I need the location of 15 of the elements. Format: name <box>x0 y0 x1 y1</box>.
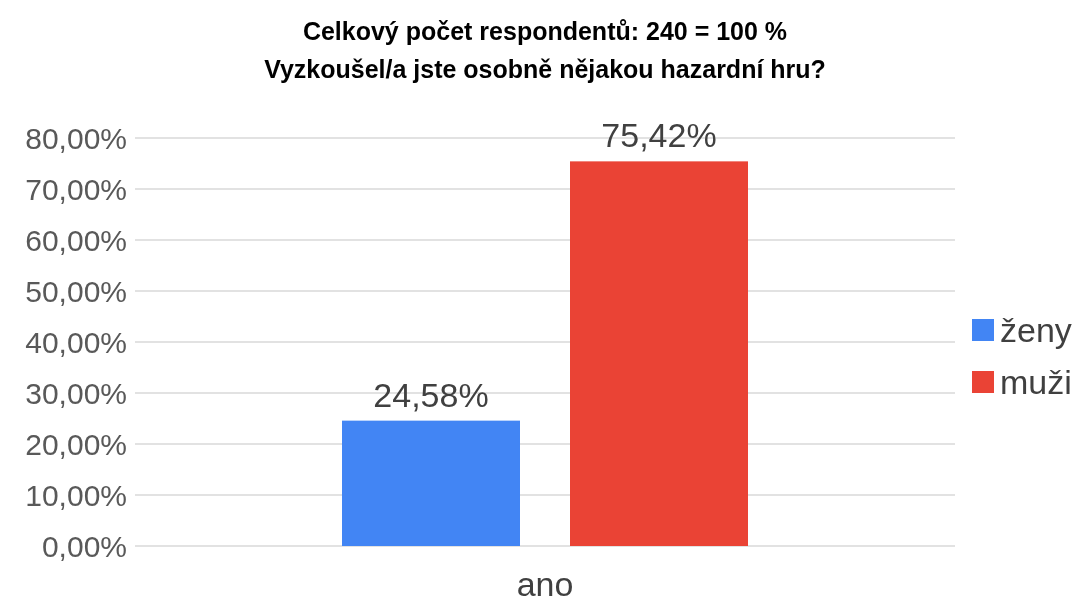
data-label: 24,58% <box>373 375 489 414</box>
data-label: 75,42% <box>601 116 717 155</box>
y-tick-label: 40,00% <box>25 325 127 359</box>
x-tick-label: ano <box>516 565 574 603</box>
y-tick-label: 20,00% <box>25 427 127 461</box>
legend-label: muži <box>1000 362 1072 401</box>
y-tick-label: 50,00% <box>25 274 127 308</box>
legend-label: ženy <box>1000 310 1072 349</box>
chart-title: Celkový počet respondentů: 240 = 100 % Vyzkoušel/a jste osobně nějakou hazardní hru? <box>264 17 826 83</box>
y-tick-label: 60,00% <box>25 223 127 257</box>
y-tick-label: 0,00% <box>41 529 127 563</box>
y-tick-label: 70,00% <box>25 172 127 206</box>
y-tick-label: 30,00% <box>25 376 127 410</box>
y-tick-label: 80,00% <box>25 121 127 155</box>
y-tick-label: 10,00% <box>25 478 127 512</box>
